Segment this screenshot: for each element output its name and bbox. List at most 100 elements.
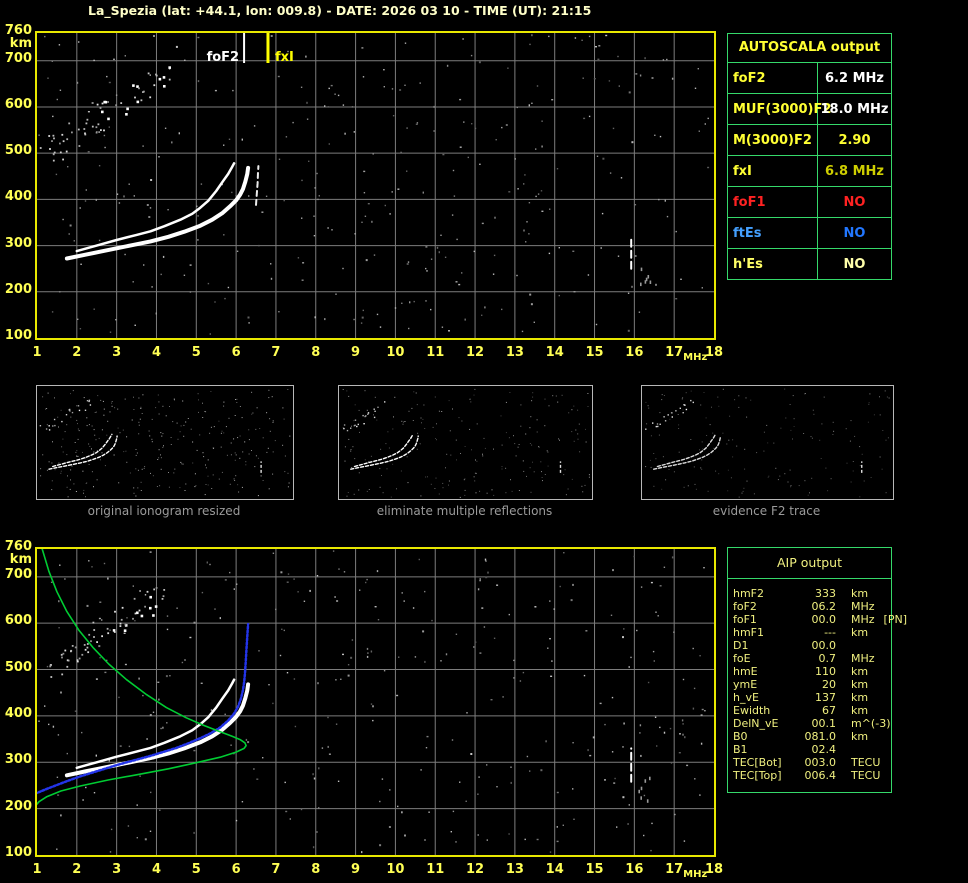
aip-unit: km [851,665,869,678]
series-f2-trace-upper-branch [75,678,236,770]
aip-unit [836,743,891,756]
autoscala-output-table: AUTOSCALA output foF2 6.2 MHz MUF(3000)F2 1… [727,33,892,280]
parameter-value: NO [843,256,866,272]
x-axis-tick-label: 10 [386,862,405,877]
aip-label: B1 [733,743,748,756]
y-axis-tick-label: 200 [4,281,32,297]
autoscala-row-fof2: foF2 6.2 MHz [728,63,891,94]
autoscala-row-hes: h'Es NO [728,249,891,279]
x-axis-unit-label: MHz [683,352,708,363]
series-f2-trace-upper-branch [75,162,236,253]
aip-unit: MHz [PN] [851,613,907,626]
autoscala-row-fof1: foF1 NO [728,187,891,218]
x-axis-tick-label: 18 [704,345,724,360]
x-axis-tick-label: 16 [625,345,644,360]
x-axis-tick-label: 1 [32,862,42,877]
aip-row-ewidth: Ewidth 67 km [733,704,891,717]
aip-value: 137 [815,691,836,704]
aip-row-tectop: TEC[Top] 006.4 TECU [733,769,891,782]
x-axis-tick-label: 13 [505,862,524,877]
x-axis-tick-label: 17 [665,345,684,360]
aip-value: 00.0 [811,613,837,626]
aip-label: TEC[Top] [733,769,782,782]
autoscala-row-ftes: ftEs NO [728,218,891,249]
x-axis-tick-label: 17 [665,862,684,877]
series-electron-density-profile-n-h- [35,548,247,808]
aip-row-fof2: foF2 06.2 MHz [733,600,891,613]
aip-unit: km [851,626,869,639]
aip-label: hmE [733,665,758,678]
aip-label: foF2 [733,600,757,613]
aip-unit: km [851,730,869,743]
parameter-label: foF2 [728,63,818,93]
grid-lines [37,33,714,338]
aip-unit: km [851,691,869,704]
x-axis-tick-label: 2 [72,862,82,877]
aip-label: DelN_vE [733,717,779,730]
aip-row-hmf1: hmF1 --- km [733,626,891,639]
aip-label: TEC[Bot] [733,756,782,769]
aip-label: h_vE [733,691,759,704]
thumbnail-trace [52,433,113,468]
y-axis-tick-label: 400 [4,189,32,205]
x-axis-tick-label: 3 [112,862,122,877]
y-axis-unit-label: km [9,552,32,568]
thumbnail-trace [353,433,414,468]
parameter-label: foF1 [728,187,818,217]
marker-label-foF2: foF2 [207,50,240,65]
parameter-value: 18.0 MHz [820,101,889,117]
aip-value: 333 [815,587,836,600]
aip-value: --- [824,626,836,639]
marker-label-fxI: fxI [275,50,294,65]
aip-value: 06.2 [811,600,837,613]
x-axis-tick-label: 15 [585,345,604,360]
aip-value: 003.0 [804,756,837,769]
y-axis-tick-label: 100 [4,845,32,860]
aip-unit: MHz [851,652,875,665]
x-axis-tick-label: 4 [151,345,161,360]
x-axis-tick-label: 15 [585,862,604,877]
thumbnail-original-ionogram [36,385,294,500]
parameter-label: ftEs [728,218,818,248]
aip-row-b1: B1 02.4 [733,743,891,756]
x-axis-tick-label: 11 [426,345,445,360]
y-axis-tick-label: 200 [4,798,32,814]
aip-value: 006.4 [804,769,837,782]
thumbnail-evidence-f2-trace [641,385,894,500]
x-axis-tick-label: 8 [311,862,321,877]
plot-frame [35,547,716,857]
parameter-value: 6.8 MHz [825,163,884,179]
x-axis-unit-label: MHz [683,869,708,880]
aip-row-yme: ymE 20 km [733,678,891,691]
thumbnail-trace [48,435,118,470]
x-axis-tick-label: 5 [191,345,201,360]
series-restored-trace-autoscaled- [35,622,250,796]
x-axis-tick-label: 5 [191,862,201,877]
y-axis-tick-label: 500 [4,659,32,675]
aip-row-hmf2: hmF2 333 km [733,587,891,600]
thumbnail-caption-original: original ionogram resized [87,504,241,518]
x-axis-tick-label: 18 [704,862,724,877]
x-axis-tick-label: 14 [545,862,564,877]
parameter-label: M(3000)F2 [728,125,818,155]
aip-label: foE [733,652,751,665]
aip-value: 00.1 [811,717,837,730]
x-axis-tick-label: 16 [625,862,644,877]
marker-foF2: foF2 [207,33,246,65]
parameter-value: NO [843,194,866,210]
series-x-mode-tail [255,165,260,206]
thumbnail-trace [653,435,722,470]
parameter-label: fxI [728,156,818,186]
autoscala-row-m3000f2: M(3000)F2 2.90 [728,125,891,156]
autoscala-row-fxi: fxI 6.8 MHz [728,156,891,187]
y-axis-tick-label: 760 [4,539,32,554]
y-axis-tick-label: 100 [4,328,32,343]
x-axis-tick-label: 7 [271,345,281,360]
y-axis-tick-label: 600 [4,96,32,112]
aip-label: foF1 [733,613,757,626]
y-axis-tick-label: 700 [4,50,32,66]
y-axis-tick-label: 600 [4,613,32,629]
y-axis-tick-label: 700 [4,566,32,582]
y-axis-tick-label: 400 [4,705,32,721]
autoscala-row-muf3000f2: MUF(3000)F2 18.0 MHz [728,94,891,125]
